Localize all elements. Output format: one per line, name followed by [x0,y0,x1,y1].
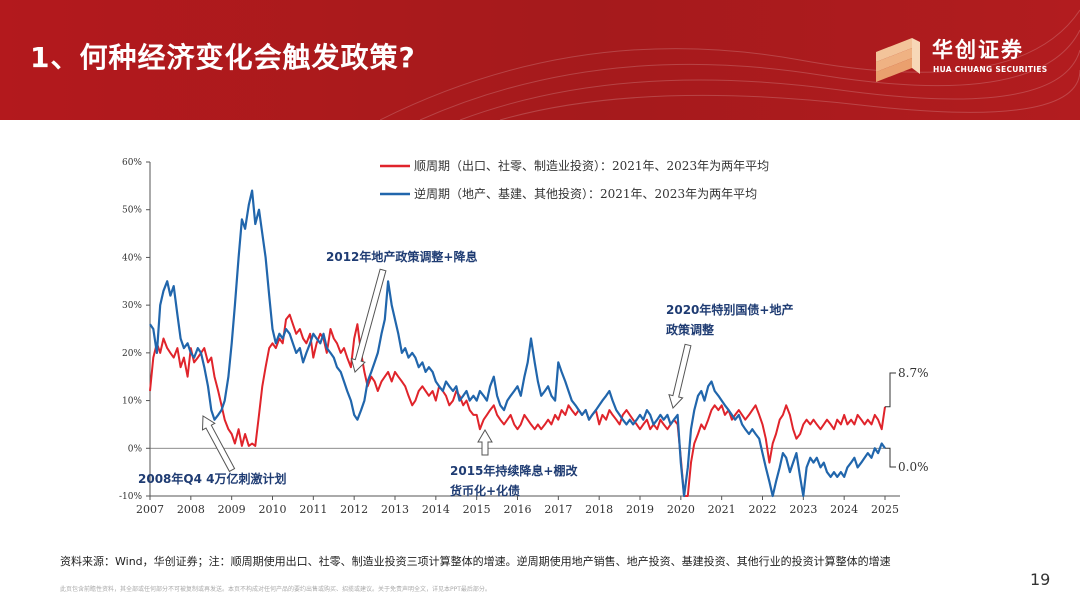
x-tick-label: 2024 [830,503,858,516]
legend-label: 顺周期（出口、社零、制造业投资）：2021年、2023年为两年平均 [414,158,769,173]
annotation-2012-label: 2012年地产政策调整+降息 [326,249,477,264]
y-tick-label: 0% [128,444,143,454]
procyclical-series-line [149,313,886,497]
y-tick-label: 60% [122,158,142,168]
annotation-2008-label: 2008年Q4 4万亿刺激计划 [138,471,286,486]
legend-label: 逆周期（地产、基建、其他投资）：2021年、2023年为两年平均 [414,186,757,201]
header-banner: 1、何种经济变化会触发政策? 华创证券 HUA CHUANG SECURITIE… [0,0,1080,120]
annotation-2015-arrow [477,429,493,456]
x-tick-label: 2021 [708,503,736,516]
logo-mark-icon [876,38,920,82]
logo-english-name: HUA CHUANG SECURITIES [933,65,1048,74]
y-tick-label: 20% [122,349,142,359]
page-title: 1、何种经济变化会触发政策? [30,41,416,74]
x-tick-label: 2014 [422,503,450,516]
x-tick-label: 2010 [259,503,287,516]
axes-layer: -10% 0% 10% 20% 30% 40% 50% 60% 2007 2008 2009 2010… [119,158,900,516]
disclaimer: 此页包含前瞻性资料，其全部或任何部分不可被复制或再发送。本页不构成对任何产品的要… [60,586,491,593]
x-tick-label: 2008 [177,503,205,516]
header-decoration [380,9,1080,120]
page-number: 19 [1030,570,1051,589]
annotation-2020-arrow [668,343,692,409]
company-logo: 华创证券 HUA CHUANG SECURITIES [872,30,1062,90]
y-tick-label: 40% [122,253,142,263]
legend: 顺周期（出口、社零、制造业投资）：2021年、2023年为两年平均逆周期（地产、… [380,158,769,201]
annotation-2020-label: 政策调整 [666,322,714,337]
x-tick-label: 2015 [463,503,491,516]
x-tick-label: 2012 [340,503,368,516]
countercyclical-series-line [149,189,886,498]
x-tick-label: 2018 [585,503,613,516]
x-tick-label: 2013 [381,503,409,516]
source-note: 资料来源：Wind，华创证券；注：顺周期使用出口、社零、制造业投资三项计算整体的… [60,555,891,568]
annotation-2020-label: 2020年特别国债+地产 [666,302,793,317]
y-tick-label: 50% [122,206,142,216]
annotation-2008-arrow [201,415,236,473]
x-tick-label: 2007 [136,503,164,516]
x-tick-label: 2009 [218,503,246,516]
y-tick-label: -10% [119,492,142,502]
growth-chart: -10% 0% 10% 20% 30% 40% 50% 60% 2007 2008 2009 2010… [119,158,929,516]
x-tick-label: 2022 [749,503,777,516]
annotation-2015-label: 货币化+化债 [450,483,520,498]
y-tick-label: 30% [122,301,142,311]
series-layer [149,189,886,498]
end-callout-line-pro [885,372,896,408]
x-tick-label: 2023 [789,503,817,516]
end-label-pro: 8.7% [898,366,929,380]
annotation-2012-arrow [350,268,387,373]
logo-chinese-name: 华创证券 [932,38,1024,62]
x-tick-label: 2020 [667,503,695,516]
annotation-2015-label: 2015年持续降息+棚改 [450,463,578,478]
y-tick-label: 10% [122,397,142,407]
x-tick-label: 2011 [299,503,327,516]
end-label-counter: 0.0% [898,460,929,474]
x-tick-label: 2017 [544,503,572,516]
x-tick-label: 2019 [626,503,654,516]
x-tick-label: 2016 [504,503,532,516]
x-tick-label: 2025 [871,503,899,516]
end-callout-line-counter [885,447,896,468]
annotation-layer: 2008年Q4 4万亿刺激计划 2012年地产政策调整+降息 2015年持续降息+棚… [138,249,929,498]
